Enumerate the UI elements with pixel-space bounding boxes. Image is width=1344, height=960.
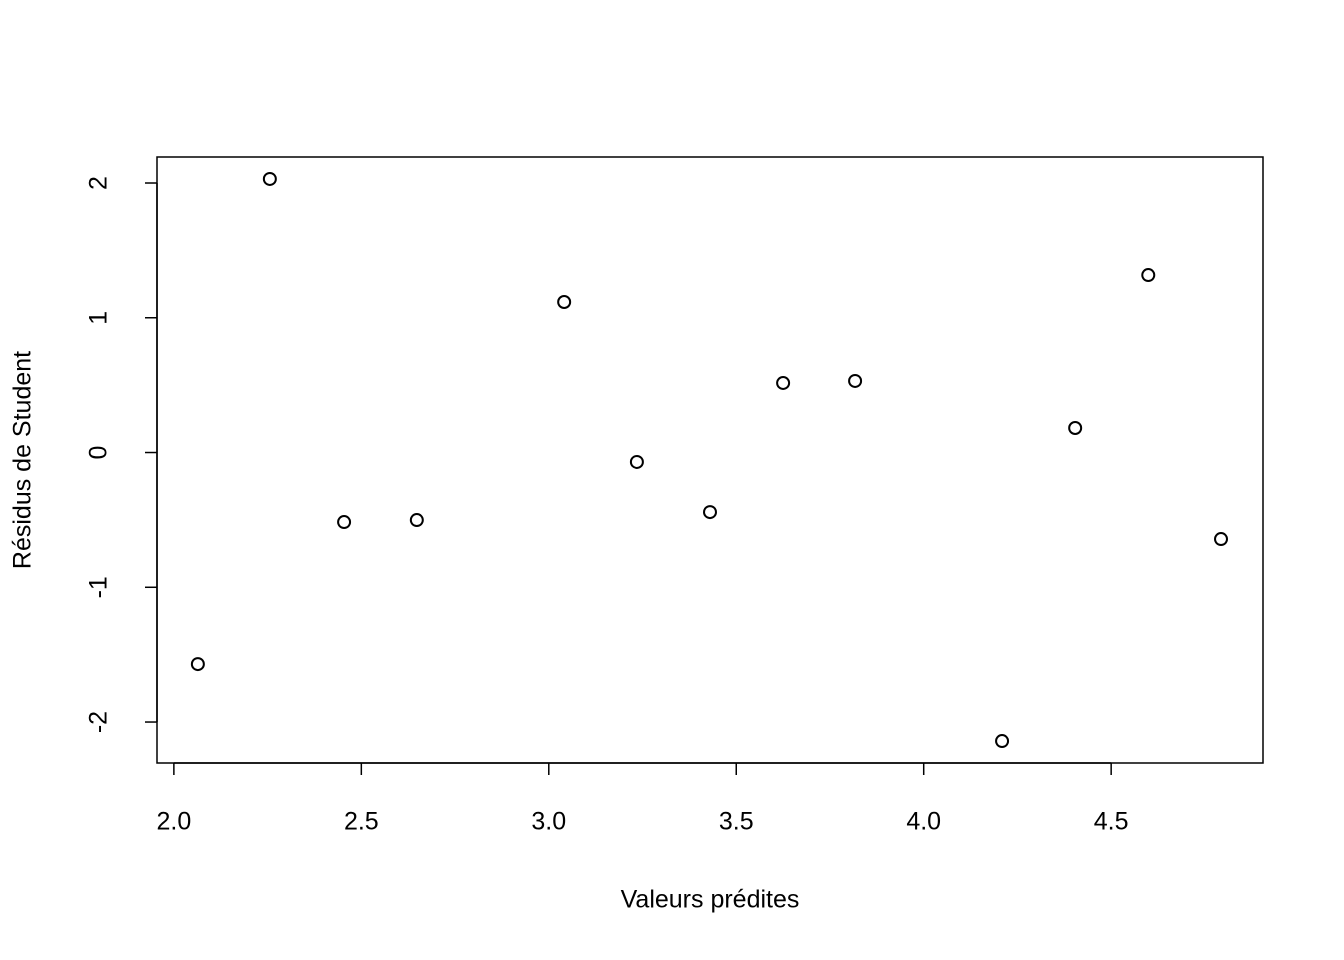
point <box>557 294 572 309</box>
x-tick-label: 3.0 <box>531 808 566 836</box>
point <box>995 734 1010 749</box>
y-tick-label: 1 <box>85 311 113 325</box>
x-tick-label: 2.5 <box>344 808 379 836</box>
point <box>703 505 717 520</box>
point <box>190 657 205 672</box>
point <box>1214 532 1229 547</box>
x-tick-label: 4.0 <box>906 808 941 836</box>
point <box>262 171 277 186</box>
y-tick-label: 2 <box>85 176 113 190</box>
point <box>409 513 424 528</box>
point <box>1141 268 1156 283</box>
x-axis-label: Valeurs prédites <box>621 886 800 914</box>
plot-frame <box>156 156 1264 764</box>
y-tick-label: -2 <box>85 711 113 733</box>
x-tick-label: 3.5 <box>719 808 754 836</box>
point <box>848 373 863 388</box>
y-tick-label: 0 <box>85 446 113 460</box>
point <box>629 454 644 469</box>
point <box>776 375 791 390</box>
x-tick-label: 4.5 <box>1094 808 1129 836</box>
y-tick-label: -1 <box>85 576 113 598</box>
point <box>337 515 352 530</box>
x-tick-label: 2.0 <box>156 808 191 836</box>
point <box>1068 420 1083 435</box>
y-axis-label: Résidus de Student <box>9 351 37 569</box>
